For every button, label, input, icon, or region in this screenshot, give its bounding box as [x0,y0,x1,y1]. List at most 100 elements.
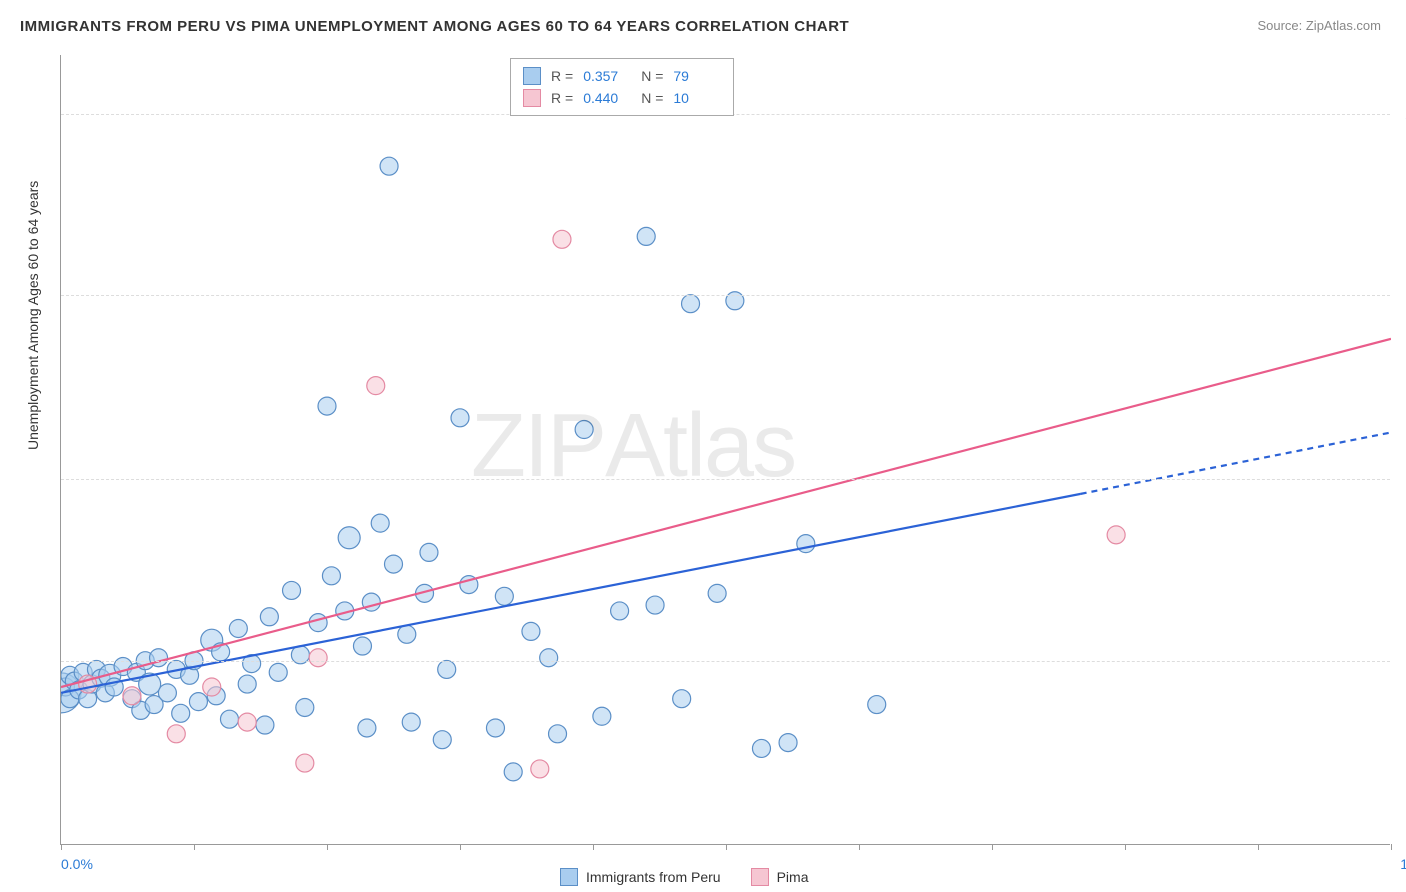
data-point [486,719,504,737]
data-point [309,614,327,632]
data-point [167,725,185,743]
data-point [575,421,593,439]
legend-label: Pima [777,869,809,885]
data-point [260,608,278,626]
legend-item: Immigrants from Peru [560,868,721,886]
data-point [367,377,385,395]
legend-swatch [751,868,769,886]
r-value: 0.357 [583,68,631,84]
data-point [752,739,770,757]
n-value: 10 [673,90,721,106]
trend-line [61,494,1081,693]
x-tick [1125,844,1126,850]
correlation-legend: R = 0.357 N = 79 R = 0.440 N = 10 [510,58,734,116]
data-point [451,409,469,427]
data-point [338,527,360,549]
data-point [504,763,522,781]
data-point [495,587,513,605]
source-attribution: Source: ZipAtlas.com [1257,18,1381,33]
data-point [283,581,301,599]
n-label: N = [641,90,663,106]
data-point [296,698,314,716]
x-tick [327,844,328,850]
data-point [189,693,207,711]
trend-line [61,339,1391,687]
x-tick [593,844,594,850]
data-point [371,514,389,532]
data-point [1107,526,1125,544]
data-point [353,637,371,655]
legend-row: R = 0.440 N = 10 [523,87,721,109]
data-point [540,649,558,667]
x-tick [992,844,993,850]
data-point [868,696,886,714]
data-point [531,760,549,778]
series-legend: Immigrants from Peru Pima [560,868,809,886]
data-point [646,596,664,614]
y-axis-title: Unemployment Among Ages 60 to 64 years [25,181,41,450]
n-value: 79 [673,68,721,84]
x-tick [1391,844,1392,850]
data-point [522,622,540,640]
data-point [358,719,376,737]
x-tick [460,844,461,850]
data-point [398,625,416,643]
legend-label: Immigrants from Peru [586,869,721,885]
data-point [158,684,176,702]
data-point [549,725,567,743]
n-label: N = [641,68,663,84]
r-value: 0.440 [583,90,631,106]
data-point [229,619,247,637]
data-point [309,649,327,667]
y-tick-label: 18.8% [1395,287,1406,303]
source-name: ZipAtlas.com [1306,18,1381,33]
x-tick [1258,844,1259,850]
scatter-svg [61,55,1391,845]
data-point [172,704,190,722]
source-prefix: Source: [1257,18,1305,33]
data-point [797,535,815,553]
y-tick-label: 12.5% [1395,471,1406,487]
data-point [402,713,420,731]
chart-title: IMMIGRANTS FROM PERU VS PIMA UNEMPLOYMEN… [20,18,849,35]
legend-swatch [523,89,541,107]
data-point [269,663,287,681]
data-point [611,602,629,620]
gridline [61,479,1390,480]
data-point [256,716,274,734]
data-point [438,660,456,678]
x-tick [859,844,860,850]
data-point [779,734,797,752]
data-point [673,690,691,708]
data-point [385,555,403,573]
legend-swatch [560,868,578,886]
chart-plot-area: ZIPAtlas 6.3%12.5%18.8%25.0%0.0%15.0% [60,55,1390,845]
data-point [637,227,655,245]
data-point [420,543,438,561]
data-point [203,678,221,696]
gridline [61,661,1390,662]
x-max-label: 15.0% [1400,856,1406,872]
y-tick-label: 6.3% [1395,653,1406,669]
data-point [708,584,726,602]
data-point [238,675,256,693]
data-point [380,157,398,175]
data-point [322,567,340,585]
x-tick [61,844,62,850]
data-point [123,687,141,705]
legend-swatch [523,67,541,85]
legend-item: Pima [751,868,809,886]
r-label: R = [551,90,573,106]
x-tick [726,844,727,850]
data-point [220,710,238,728]
data-point [318,397,336,415]
data-point [296,754,314,772]
data-point [593,707,611,725]
x-min-label: 0.0% [61,856,93,872]
x-tick [194,844,195,850]
trend-line-extension [1081,432,1391,493]
data-point [433,731,451,749]
data-point [682,295,700,313]
gridline [61,295,1390,296]
r-label: R = [551,68,573,84]
